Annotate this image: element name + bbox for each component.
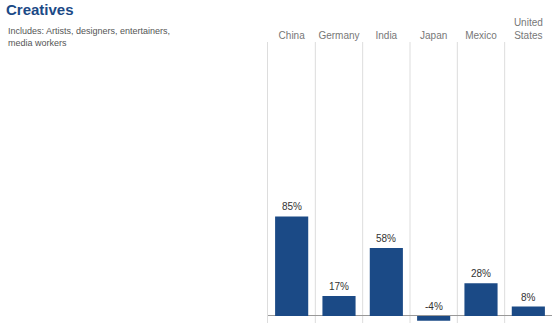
svg-text:UnitedStates: UnitedStates — [514, 17, 543, 41]
svg-text:Includes: Artists, designers,: Includes: Artists, designers, entertaine… — [8, 26, 170, 48]
svg-text:-4%: -4% — [425, 301, 443, 312]
svg-text:8%: 8% — [521, 292, 536, 303]
svg-text:Mexico: Mexico — [465, 30, 497, 41]
svg-text:28%: 28% — [471, 268, 491, 279]
svg-text:India: India — [375, 30, 397, 41]
svg-text:China: China — [279, 30, 306, 41]
svg-text:85%: 85% — [282, 201, 302, 212]
svg-text:17%: 17% — [329, 281, 349, 292]
svg-text:58%: 58% — [376, 233, 396, 244]
svg-text:Japan: Japan — [420, 30, 447, 41]
svg-text:Germany: Germany — [318, 30, 359, 41]
svg-text:Creatives: Creatives — [6, 1, 74, 18]
